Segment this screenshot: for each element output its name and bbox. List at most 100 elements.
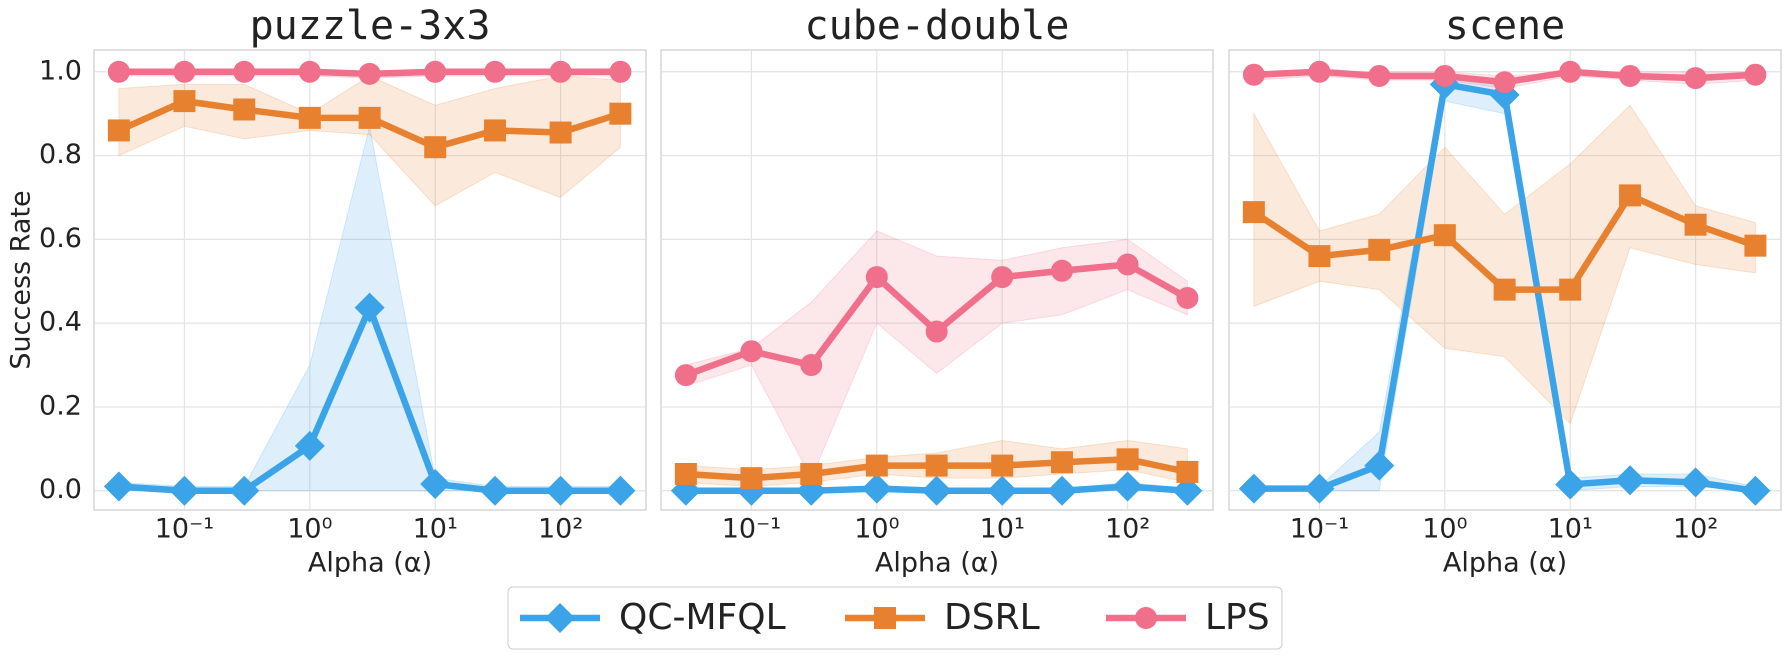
marker — [921, 475, 952, 506]
marker — [294, 430, 325, 461]
marker — [1238, 473, 1269, 504]
marker — [865, 454, 888, 477]
x-tick-label: 10⁰ — [1422, 514, 1467, 545]
marker — [1112, 471, 1143, 502]
marker — [1176, 287, 1199, 310]
marker — [800, 462, 823, 485]
marker — [1619, 184, 1642, 207]
marker — [107, 60, 130, 83]
marker — [800, 354, 823, 377]
marker — [107, 119, 130, 142]
marker — [354, 292, 385, 323]
x-tick-label: 10² — [1673, 514, 1718, 545]
marker — [229, 475, 260, 506]
y-tick-label: 0.2 — [39, 390, 82, 421]
x-axis-label: Alpha (α) — [308, 548, 432, 579]
marker — [674, 462, 697, 485]
marker — [1368, 64, 1391, 87]
x-tick-label: 10¹ — [980, 514, 1025, 545]
y-tick-label: 0.4 — [39, 307, 82, 338]
marker — [298, 106, 321, 129]
x-tick-label: 10⁻¹ — [155, 514, 214, 545]
marker — [1559, 60, 1582, 83]
panel-title: puzzle-3x3 — [250, 3, 491, 49]
x-tick-label: 10⁰ — [287, 514, 332, 545]
marker — [420, 469, 451, 500]
plot-area — [660, 49, 1214, 511]
marker — [1433, 64, 1456, 87]
marker — [1364, 450, 1395, 481]
y-tick-label: 1.0 — [39, 55, 82, 86]
marker — [549, 60, 572, 83]
marker — [1615, 465, 1646, 496]
marker — [1172, 475, 1203, 506]
marker — [484, 119, 507, 142]
marker — [358, 106, 381, 129]
x-tick-label: 10¹ — [1548, 514, 1593, 545]
marker — [169, 475, 200, 506]
marker — [925, 320, 948, 343]
legend-label: DSRL — [944, 597, 1040, 638]
marker — [1116, 448, 1139, 471]
marker — [298, 60, 321, 83]
marker — [865, 266, 888, 289]
marker — [233, 98, 256, 121]
x-tick-label: 10² — [1105, 514, 1150, 545]
marker — [1051, 451, 1074, 474]
marker — [1744, 63, 1767, 86]
y-tick-label: 0.0 — [39, 474, 82, 505]
marker — [173, 60, 196, 83]
marker — [1308, 245, 1331, 268]
marker — [1684, 213, 1707, 236]
panel-title: cube-double — [805, 3, 1070, 49]
marker — [233, 60, 256, 83]
marker — [1368, 238, 1391, 261]
marker — [1744, 234, 1767, 257]
marker — [1555, 469, 1586, 500]
marker — [740, 340, 763, 363]
marker — [1559, 278, 1582, 301]
y-tick-label: 0.6 — [39, 223, 82, 254]
marker — [358, 62, 381, 85]
x-tick-label: 10⁰ — [854, 514, 899, 545]
x-axis-label: Alpha (α) — [1443, 548, 1567, 579]
marker — [991, 266, 1014, 289]
x-tick-label: 10² — [538, 514, 583, 545]
legend-label: LPS — [1205, 597, 1270, 638]
y-tick-label: 0.8 — [39, 139, 82, 170]
marker — [173, 90, 196, 113]
marker — [1740, 475, 1771, 506]
marker — [103, 471, 134, 502]
legend-marker — [1135, 607, 1157, 629]
marker — [1051, 259, 1074, 282]
x-tick-label: 10⁻¹ — [1290, 514, 1349, 545]
marker — [861, 473, 892, 504]
marker — [1433, 224, 1456, 247]
marker — [1684, 67, 1707, 90]
marker — [424, 136, 447, 159]
x-tick-label: 10¹ — [413, 514, 458, 545]
marker — [1308, 60, 1331, 83]
marker — [1176, 460, 1199, 483]
marker — [740, 467, 763, 490]
marker — [925, 454, 948, 477]
marker — [545, 475, 576, 506]
legend-label: QC-MFQL — [619, 597, 786, 638]
marker — [609, 102, 632, 125]
marker — [1304, 473, 1335, 504]
marker — [609, 60, 632, 83]
panel-title: scene — [1445, 3, 1565, 49]
marker — [674, 364, 697, 387]
marker — [1493, 71, 1516, 94]
x-axis-label: Alpha (α) — [875, 548, 999, 579]
marker — [480, 475, 511, 506]
marker — [424, 60, 447, 83]
marker — [605, 475, 636, 506]
marker — [1242, 63, 1265, 86]
marker — [987, 475, 1018, 506]
marker — [1116, 253, 1139, 276]
marker — [1680, 467, 1711, 498]
marker — [484, 60, 507, 83]
